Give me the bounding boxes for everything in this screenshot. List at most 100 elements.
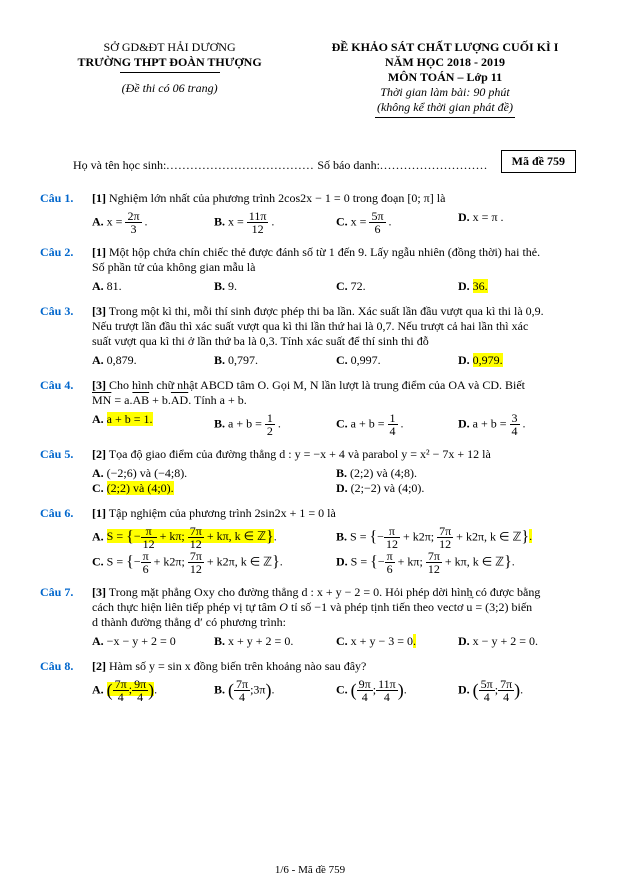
q4-label: Câu 4. (40, 378, 92, 393)
q2-c-text: 72. (351, 279, 366, 293)
q4-text1: Cho hình chữ nhật ABCD tâm O. Gọi M, N l… (109, 378, 525, 392)
q6-d: D. S = {−π6 + kπ; 7π12 + kπ, k ∈ ℤ}. (336, 550, 580, 575)
q2-a-text: 81. (107, 279, 122, 293)
q5-label: Câu 5. (40, 447, 92, 462)
q5-a: A. (−2;6) và (−4;8). (92, 466, 336, 481)
q8-label: Câu 8. (40, 659, 92, 674)
header-left: SỞ GD&ĐT HẢI DƯƠNG TRƯỜNG THPT ĐOÀN THƯỢ… (40, 40, 299, 124)
q5-body: [2] Tọa độ giao điểm của đường thẳng d :… (92, 447, 580, 496)
dots-1: ..................................... (166, 158, 314, 172)
q6-d-t2d: 12 (426, 563, 442, 575)
q7-b-text: x + y + 2 = 0. (228, 634, 293, 648)
q8-text: Hàm số y = sin x đồng biến trên khoảng n… (109, 659, 366, 673)
q3-text3: suất vượt qua kì thi ở lần thứ ba là 0,3… (92, 334, 429, 348)
q7-body: [3] Trong mặt phẳng Oxy cho đường thẳng … (92, 585, 580, 649)
exam-duration: Thời gian làm bài: 90 phút (310, 85, 580, 100)
q5-choices: A. (−2;6) và (−4;8). B. (2;2) và (4;8). … (92, 466, 580, 496)
question-1: Câu 1. [1] Nghiệm lớn nhất của phương tr… (40, 191, 580, 235)
q3-c-text: 0,997. (351, 353, 381, 367)
header-right: ĐỀ KHẢO SÁT CHẤT LƯỢNG CUỐI KÌ I NĂM HỌC… (310, 40, 580, 124)
q2-d-text: 36. (473, 279, 488, 293)
q4-b-d: 2 (265, 425, 275, 437)
q6-b-pre: S = (350, 529, 369, 543)
q7-label: Câu 7. (40, 585, 92, 600)
q1-c-den: 6 (369, 223, 385, 235)
q2-label: Câu 2. (40, 245, 92, 260)
q4-c-d: 4 (388, 425, 398, 437)
q4-tag: [3] (92, 378, 106, 392)
q8-c: C. (9π4;11π4). (336, 678, 458, 703)
q6-c-post: + k2π, k ∈ ℤ (204, 554, 272, 568)
q1-tag: [1] (92, 191, 106, 205)
q4-d-pre: a + b = (473, 416, 507, 430)
q3-b-text: 0,797. (228, 353, 258, 367)
q5-text: Tọa độ giao điểm của đường thẳng d : y =… (109, 447, 491, 461)
q4-b: B. a + b = 12 . (214, 412, 336, 437)
q8-d: D. (5π4;7π4). (458, 678, 580, 703)
q4-d-d: 4 (510, 425, 520, 437)
q7-a: A. −x − y + 2 = 0 (92, 634, 214, 649)
q2-a: A. 81. (92, 279, 214, 294)
q6-d-pre: S = (351, 554, 370, 568)
pages-note: (Đề thi có 06 trang) (40, 81, 299, 96)
q2-c: C. 72. (336, 279, 458, 294)
q2-b-text: 9. (228, 279, 237, 293)
q8-b-post: ;3π (250, 682, 265, 696)
q3-tag: [3] (92, 304, 106, 318)
q1-a-pre: x = (107, 214, 123, 228)
q8-a-d1: 4 (113, 691, 129, 703)
student-info-line: Họ và tên học sinh:.....................… (40, 158, 580, 173)
q3-body: [3] Trong một kì thi, mỗi thí sinh được … (92, 304, 580, 368)
q8-c-d1: 4 (357, 691, 373, 703)
q1-a: A. x = 2π3 . (92, 210, 214, 235)
q8-b: B. (7π4;3π). (214, 678, 336, 703)
q4-choices: A. a + b = 1. B. a + b = 12 . C. a + b =… (92, 412, 580, 437)
q4-c: C. a + b = 14 . (336, 412, 458, 437)
q7-text2: cách thực hiện liên tiếp phép vị tự tâm … (92, 600, 532, 614)
q2-tag: [1] (92, 245, 106, 259)
q7-d: D. x − y + 2 = 0. (458, 634, 580, 649)
q2-d: D. 36. (458, 279, 580, 294)
q1-text: Nghiệm lớn nhất của phương trình 2cos2x … (109, 191, 445, 205)
q7-b: B. x + y + 2 = 0. (214, 634, 336, 649)
q5-c: C. (2;2) và (4;0). (92, 481, 336, 496)
q8-body: [2] Hàm số y = sin x đồng biến trên khoả… (92, 659, 580, 703)
q6-b-post: + k2π, k ∈ ℤ (453, 529, 521, 543)
q2-text1: Một hộp chứa chín chiếc thẻ được đánh số… (109, 245, 540, 259)
q6-b: B. S = {−π12 + k2π; 7π12 + k2π, k ∈ ℤ}. (336, 525, 580, 550)
q5-b: B. (2;2) và (4;8). (336, 466, 580, 481)
q3-label: Câu 3. (40, 304, 92, 319)
q5-b-text: (2;2) và (4;8). (350, 466, 417, 480)
q7-a-text: −x − y + 2 = 0 (107, 634, 176, 648)
q8-d-d1: 4 (479, 691, 495, 703)
exam-year: NĂM HỌC 2018 - 2019 (310, 55, 580, 70)
q2-b: B. 9. (214, 279, 336, 294)
q1-a-den: 3 (125, 223, 141, 235)
question-8: Câu 8. [2] Hàm số y = sin x đồng biến tr… (40, 659, 580, 703)
q6-c-t1d: 6 (141, 563, 151, 575)
question-3: Câu 3. [3] Trong một kì thi, mỗi thí sin… (40, 304, 580, 368)
q1-body: [1] Nghiệm lớn nhất của phương trình 2co… (92, 191, 580, 235)
header: SỞ GD&ĐT HẢI DƯƠNG TRƯỜNG THPT ĐOÀN THƯỢ… (40, 40, 580, 124)
q3-text2: Nếu trượt lần đầu thì xác suất vượt qua … (92, 319, 528, 333)
q7-tag: [3] (92, 585, 106, 599)
q4-c-pre: a + b = (351, 416, 385, 430)
q1-c: C. x = 5π6 . (336, 210, 458, 235)
q6-body: [1] Tập nghiệm của phương trình 2sin2x +… (92, 506, 580, 575)
q1-label: Câu 1. (40, 191, 92, 206)
exam-subject: MÔN TOÁN – Lớp 11 (310, 70, 580, 85)
q8-tag: [2] (92, 659, 106, 673)
exam-code-box: Mã đề 759 (501, 150, 576, 173)
q8-b-d1: 4 (234, 691, 250, 703)
divider-right (375, 117, 515, 118)
dept-line: SỞ GD&ĐT HẢI DƯƠNG (40, 40, 299, 55)
q3-text1: Trong một kì thi, mỗi thí sinh được phép… (109, 304, 544, 318)
q5-d-text: (2;−2) và (4;0). (351, 481, 425, 495)
q5-c-text: (2;2) và (4;0). (107, 481, 174, 495)
q6-c-t2d: 12 (188, 563, 204, 575)
q1-b: B. x = 11π12 . (214, 210, 336, 235)
question-4: Câu 4. [3] Cho hình chữ nhật ABCD tâm O.… (40, 378, 580, 437)
q1-b-den: 12 (247, 223, 269, 235)
q1-c-pre: x = (351, 214, 367, 228)
q3-d: D. 0,979. (458, 353, 580, 368)
